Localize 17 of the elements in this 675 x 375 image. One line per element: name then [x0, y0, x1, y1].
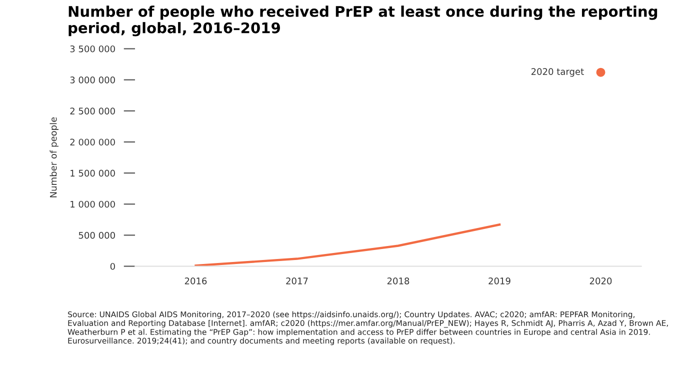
- chart-title: Number of people who received PrEP at least once during the reporting period, global, 2016–2019: [68, 6, 658, 36]
- x-tick-label: 2018: [387, 278, 410, 284]
- y-tick-label: 2 500 000: [70, 108, 115, 114]
- y-tick-label: 1 000 000: [70, 200, 115, 208]
- y-tick-label: 2 000 000: [70, 138, 115, 146]
- x-tick-label: 2020: [590, 278, 612, 284]
- annotation: 2020 target: [531, 68, 584, 77]
- y-axis-title: Number of people: [50, 117, 58, 198]
- y-tick-label: 0: [110, 262, 115, 270]
- y-tick-label: 1 500 000: [70, 170, 115, 177]
- x-tick-label: 2016: [184, 278, 207, 284]
- y-tick-label: 500 000: [78, 232, 115, 239]
- line-series: [194, 224, 501, 266]
- x-tick-label: 2019: [488, 278, 510, 284]
- x-tick-label: 2017: [286, 278, 308, 284]
- y-tick-label: 3 500 000: [70, 45, 115, 52]
- y-tick-label: 3 000 000: [70, 76, 115, 84]
